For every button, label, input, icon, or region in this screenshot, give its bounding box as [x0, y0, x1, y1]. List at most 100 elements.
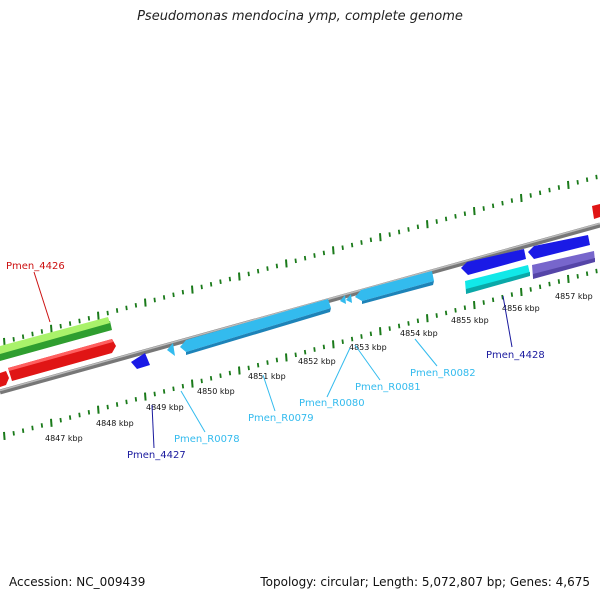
- outer-tick: [219, 279, 222, 285]
- inner-tick: [172, 386, 175, 392]
- feature-rna-arrow-1[interactable]: [340, 295, 346, 304]
- feature-pmen-r0078-shade: [186, 308, 331, 355]
- outer-tick: [78, 318, 81, 324]
- outer-tick: [134, 302, 138, 308]
- outer-tick: [50, 324, 53, 333]
- inner-tick-track: [3, 268, 598, 440]
- outer-tick: [482, 206, 485, 211]
- inner-tick: [247, 365, 250, 371]
- outer-tick: [426, 220, 429, 229]
- inner-tick: [12, 430, 15, 436]
- feature-pmen-4428-shade: [466, 272, 530, 294]
- kbp-labels: 4847 kbp 4848 kbp 4849 kbp 4850 kbp 4851 kbp…: [45, 292, 593, 443]
- inner-tick: [463, 305, 467, 311]
- kbp-label: 4850 kbp: [197, 387, 235, 396]
- outer-tick: [303, 255, 307, 261]
- inner-tick: [585, 271, 589, 277]
- outer-tick: [510, 198, 514, 203]
- outer-tick: [388, 232, 391, 237]
- kbp-label: 4847 kbp: [45, 434, 83, 443]
- feature-pmen-r0078[interactable]: [180, 299, 331, 352]
- outer-tick-track: [3, 174, 598, 346]
- inner-tick: [200, 378, 203, 384]
- outer-tick: [369, 237, 373, 243]
- outer-tick: [322, 250, 326, 256]
- inner-tick: [209, 375, 213, 381]
- inner-tick: [181, 383, 185, 389]
- gene-label-pmen-r0082: Pmen_R0082: [410, 368, 476, 379]
- gene-label-pmen-r0078: Pmen_R0078: [174, 434, 240, 445]
- outer-tick: [435, 219, 438, 224]
- outer-tick: [228, 276, 232, 282]
- inner-tick: [482, 300, 485, 305]
- outer-tick: [416, 224, 420, 230]
- outer-tick: [529, 193, 532, 198]
- inner-tick: [557, 279, 561, 284]
- inner-tick: [491, 297, 495, 303]
- inner-tick: [106, 404, 109, 410]
- inner-tick: [31, 425, 34, 431]
- outer-tick: [595, 174, 598, 180]
- feature-pmen-4427[interactable]: [131, 353, 150, 369]
- kbp-label: 4848 kbp: [96, 419, 134, 428]
- kbp-label: 4857 kbp: [555, 292, 593, 301]
- outer-tick: [238, 272, 241, 281]
- outer-tick: [97, 311, 100, 320]
- inner-tick: [416, 318, 420, 324]
- outer-tick: [275, 263, 279, 269]
- outer-tick: [360, 240, 363, 245]
- outer-tick: [454, 213, 457, 219]
- outer-tick: [40, 329, 44, 334]
- outer-tick: [256, 268, 260, 274]
- kbp-label: 4853 kbp: [349, 343, 387, 352]
- map-title: Pseudomonas mendocina ymp, complete geno…: [137, 9, 463, 24]
- outer-tick: [379, 233, 382, 242]
- feature-red-right[interactable]: [592, 204, 600, 219]
- inner-tick: [238, 366, 241, 375]
- outer-tick: [247, 271, 250, 277]
- outer-tick: [162, 295, 166, 300]
- inner-tick: [275, 357, 279, 363]
- feature-rna-small-arrow[interactable]: [167, 343, 175, 356]
- feature-pmen-r0081-shade: [362, 281, 434, 304]
- outer-tick: [68, 321, 72, 326]
- label-leaders: [33, 271, 513, 449]
- outer-tick: [407, 227, 410, 232]
- feature-blue-1[interactable]: [461, 249, 526, 275]
- feature-red-upper[interactable]: [8, 339, 116, 381]
- feature-blue-2[interactable]: [528, 235, 590, 259]
- outer-tick: [200, 284, 203, 290]
- outer-tick: [59, 323, 62, 329]
- inner-tick: [341, 339, 344, 345]
- inner-tick: [538, 284, 542, 290]
- inner-tick: [595, 268, 598, 274]
- outer-tick: [350, 242, 354, 248]
- outer-tick: [172, 292, 175, 298]
- feature-pmen-4426[interactable]: [0, 317, 112, 361]
- kbp-label: 4855 kbp: [451, 316, 489, 325]
- inner-tick: [144, 392, 147, 401]
- inner-tick: [40, 423, 44, 428]
- gene-label-pmen-r0081: Pmen_R0081: [355, 382, 421, 393]
- inner-tick: [162, 389, 166, 394]
- outer-tick: [266, 266, 269, 271]
- gene-label-pmen-4428: Pmen_4428: [486, 350, 545, 361]
- outer-tick: [144, 298, 147, 307]
- gene-label-pmen-4426: Pmen_4426: [6, 261, 65, 272]
- inner-tick: [322, 344, 326, 350]
- feature-red-left[interactable]: [0, 371, 9, 387]
- gene-label-pmen-4427: Pmen_4427: [127, 450, 186, 461]
- inner-tick: [444, 310, 448, 316]
- kbp-label: 4849 kbp: [146, 403, 184, 412]
- outer-tick: [473, 207, 476, 216]
- feature-rna-arrow-2[interactable]: [346, 294, 352, 303]
- inner-tick: [510, 292, 514, 297]
- inner-tick: [59, 417, 62, 423]
- feature-pmen-r0081[interactable]: [355, 271, 434, 301]
- inner-tick: [87, 409, 91, 415]
- kbp-label: 4851 kbp: [248, 372, 286, 381]
- inner-tick: [369, 331, 373, 337]
- inner-tick: [21, 428, 25, 434]
- outer-tick: [294, 258, 297, 264]
